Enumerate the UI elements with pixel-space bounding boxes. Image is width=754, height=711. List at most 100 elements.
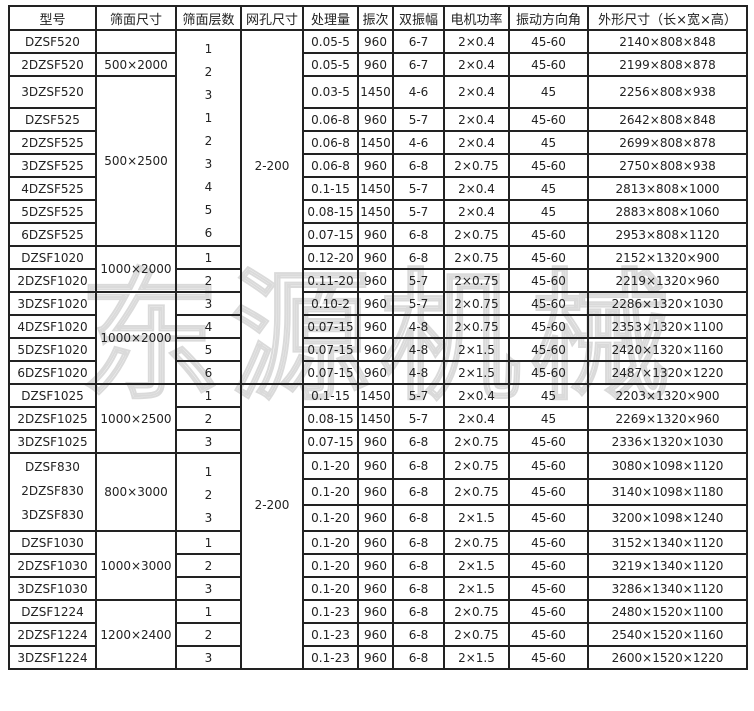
motor-power-cell: 2×1.5: [443, 576, 510, 601]
motor-power-cell: 2×0.4: [443, 383, 510, 408]
frequency-cell: 960: [357, 245, 394, 270]
layer-count: 3: [204, 511, 213, 525]
dimensions-cell: 2480×1520×1100: [587, 599, 748, 624]
amplitude-cell: 6-8: [392, 153, 445, 178]
layer-count: 3: [204, 157, 213, 171]
dimensions-cell: 2699×808×878: [587, 130, 748, 155]
layers-cell: 3: [175, 576, 242, 601]
dimensions-cell: 2286×1320×1030: [587, 291, 748, 316]
model-cell: 3DZSF1030: [8, 576, 97, 601]
motor-power-cell: 2×0.4: [443, 75, 510, 109]
motor-power-cell: 2×0.75: [443, 245, 510, 270]
vibration-angle-cell: 45: [508, 199, 589, 224]
vibration-angle-cell: 45-60: [508, 268, 589, 293]
layers-cell: 3: [175, 429, 242, 454]
dimensions-cell: 3200×1098×1240: [587, 504, 748, 532]
vibration-angle-cell: 45-60: [508, 553, 589, 578]
vibration-angle-cell: 45-60: [508, 245, 589, 270]
dimensions-cell: 3286×1340×1120: [587, 576, 748, 601]
amplitude-cell: 6-8: [392, 222, 445, 247]
table-row: 6DZSF525 0.07-15 960 6-8 2×0.75 45-60 2953×808…: [8, 222, 748, 247]
throughput-cell: 0.10-2: [302, 291, 359, 316]
model-cell: 6DZSF1020: [8, 360, 97, 385]
frequency-cell: 1450: [357, 383, 394, 408]
dimensions-cell: 2883×808×1060: [587, 199, 748, 224]
table-row: DZSF830 2DZSF830 3DZSF830 800×3000 1 2 3 0.1-20…: [8, 452, 748, 532]
table-row: 0.1-20 960 6-8 2×1.5 45-60 3200×1098×1240: [9, 504, 748, 532]
model-cell: DZSF1025: [8, 383, 97, 408]
mesh-size-cell: 2-200: [240, 383, 304, 670]
amplitude-cell: 5-7: [392, 406, 445, 431]
motor-power-cell: 2×1.5: [443, 360, 510, 385]
frequency-cell: 960: [357, 107, 394, 132]
screen-size-cell: 1000×2500: [95, 383, 177, 454]
model-cell: 2DZSF1025: [8, 406, 97, 431]
layer-count: 2: [204, 134, 213, 148]
column-header: 双振幅: [392, 5, 445, 31]
table-row: 5DZSF1020 5 0.07-15 960 4-8 2×1.5 45-60 2420×13…: [8, 337, 748, 362]
table-row: DZSF520 1 2 3 1 2 3 4 5 6 2-200 0.05-5 960 6-7 2×0.4 45…: [8, 29, 748, 385]
vibration-angle-cell: 45-60: [508, 107, 589, 132]
vibration-angle-cell: 45-60: [508, 222, 589, 247]
frequency-cell: 1450: [357, 406, 394, 431]
throughput-cell: 0.1-15: [302, 383, 359, 408]
layers-cell: 4: [175, 314, 242, 339]
throughput-cell: 0.07-15: [302, 314, 359, 339]
motor-power-cell: 2×1.5: [443, 504, 510, 532]
amplitude-cell: 4-8: [392, 337, 445, 362]
table-row: 3DZSF525 0.06-8 960 6-8 2×0.75 45-60 2750×808×…: [8, 153, 748, 178]
screen-size-cell: 1000×2000: [95, 291, 177, 385]
table-row: 2DZSF1020 2 0.11-20 960 5-7 2×0.75 45-60 2219×1…: [8, 268, 748, 293]
vibration-angle-cell: 45: [508, 406, 589, 431]
throughput-cell: 0.1-15: [302, 176, 359, 201]
throughput-cell: 0.06-8: [302, 107, 359, 132]
motor-power-cell: 2×0.75: [443, 222, 510, 247]
throughput-cell: 0.1-23: [302, 599, 359, 624]
layers-cell: 1 2 3 1 2 3 4 5 6: [175, 29, 242, 247]
motor-power-cell: 2×0.75: [443, 429, 510, 454]
throughput-cell: 0.03-5: [302, 75, 359, 109]
throughput-cell: 0.11-20: [302, 268, 359, 293]
vibration-angle-cell: 45-60: [508, 645, 589, 670]
frequency-cell: 960: [357, 622, 394, 647]
column-header: 振次: [357, 5, 394, 31]
column-header: 型号: [8, 5, 97, 31]
amplitude-cell: 6-8: [392, 530, 445, 555]
model-cell: 2DZSF1020: [8, 268, 97, 293]
amplitude-cell: 5-7: [392, 107, 445, 132]
dimensions-cell: 2750×808×938: [587, 153, 748, 178]
vibration-angle-cell: 45-60: [508, 153, 589, 178]
table-row: 2DZSF1025 2 0.08-15 1450 5-7 2×0.4 45 2269×1320…: [8, 406, 748, 431]
amplitude-cell: 5-7: [392, 291, 445, 316]
layers-cell: 3: [175, 291, 242, 316]
throughput-cell: 0.12-20: [302, 245, 359, 270]
frequency-cell: 960: [357, 337, 394, 362]
frequency-cell: 960: [357, 452, 394, 480]
amplitude-cell: 6-8: [392, 576, 445, 601]
layers-cell: 1: [175, 599, 242, 624]
layers-cell: 6: [175, 360, 242, 385]
vibration-angle-cell: 45-60: [508, 337, 589, 362]
throughput-cell: 0.1-20: [302, 553, 359, 578]
amplitude-cell: 6-8: [392, 245, 445, 270]
table-row: DZSF1030 1000×3000 1 0.1-20 960 6-8 2×0.75 45-6…: [8, 530, 748, 601]
vibration-angle-cell: 45-60: [508, 291, 589, 316]
motor-power-cell: 2×0.75: [443, 622, 510, 647]
table-row: DZSF1025 1000×2500 1 2-200 0.1-15 1450 5-7 2×0.…: [8, 383, 748, 670]
motor-power-cell: 2×0.75: [443, 314, 510, 339]
model-cell: DZSF525: [8, 107, 97, 132]
motor-power-cell: 2×0.75: [443, 478, 510, 506]
model-cell: DZSF830 2DZSF830 3DZSF830: [8, 452, 97, 532]
frequency-cell: 1450: [357, 176, 394, 201]
motor-power-cell: 2×1.5: [443, 645, 510, 670]
model-cell: 2DZSF1224: [8, 622, 97, 647]
table-row: 2DZSF1030 2 0.1-20 960 6-8 2×1.5 45-60 3219×134…: [8, 553, 748, 578]
amplitude-cell: 6-8: [392, 478, 445, 506]
vibration-angle-cell: 45-60: [508, 599, 589, 624]
vibration-angle-cell: 45: [508, 130, 589, 155]
table-row: DZSF1224 1200×2400 1 0.1-23 960 6-8 2×0.75 45-6…: [8, 599, 748, 670]
vibration-angle-cell: 45-60: [508, 576, 589, 601]
model-cell: 2DZSF525: [8, 130, 97, 155]
frequency-cell: 960: [357, 478, 394, 506]
throughput-cell: 0.1-20: [302, 530, 359, 555]
